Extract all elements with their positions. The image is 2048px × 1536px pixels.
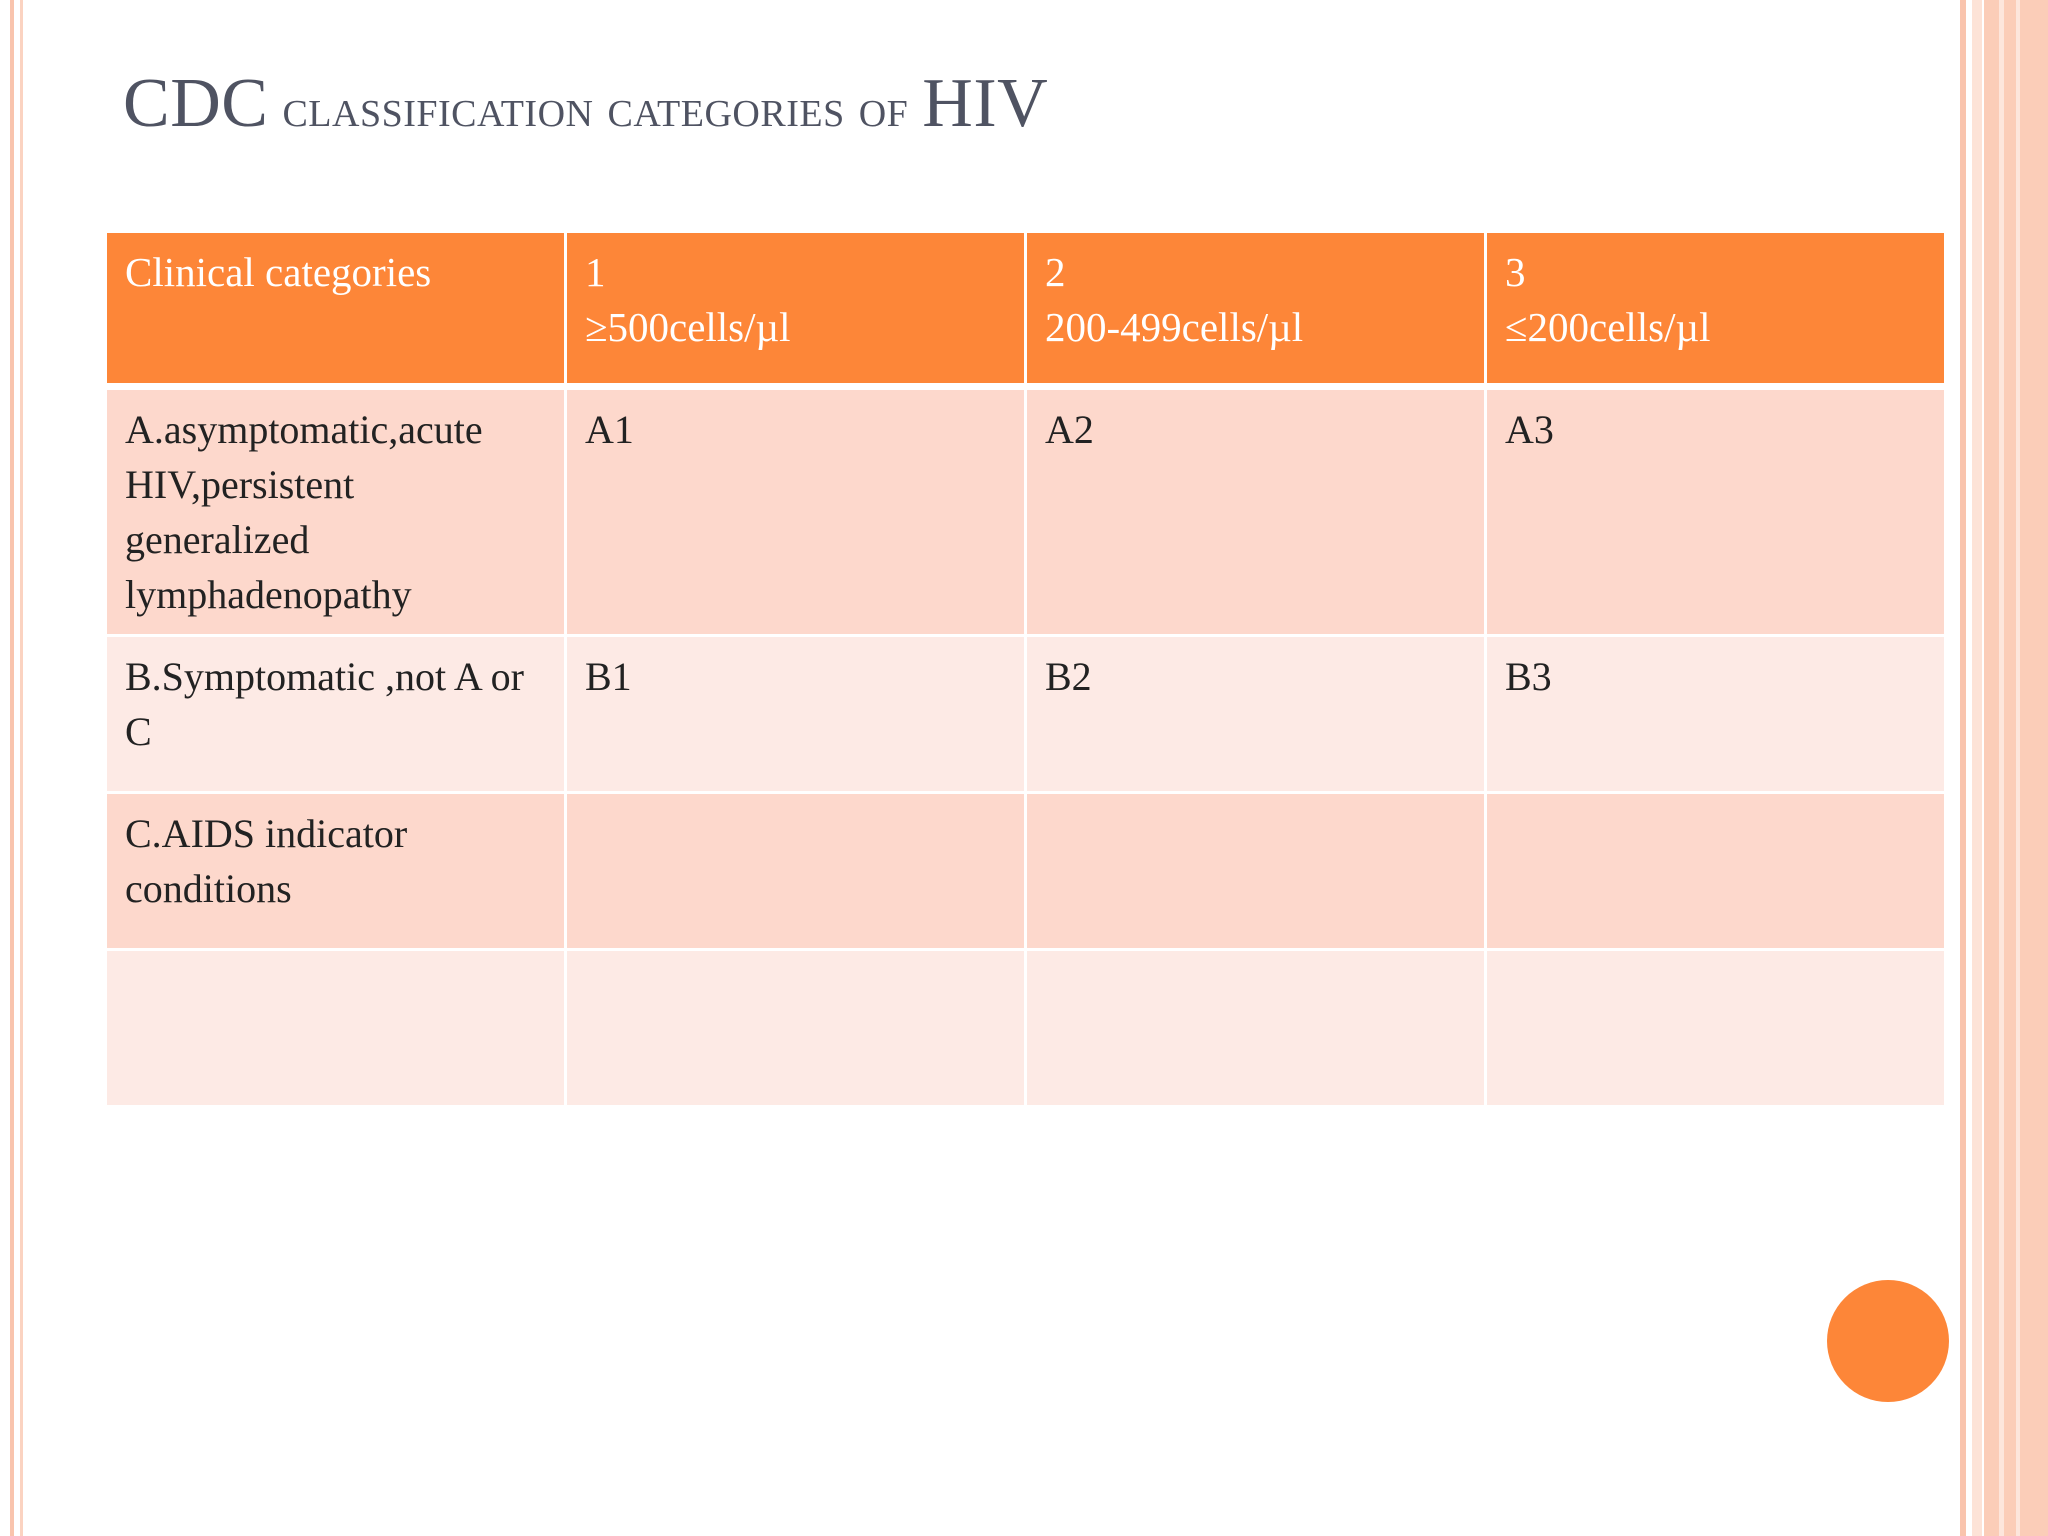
header-line: 1 xyxy=(585,249,606,295)
table-cell: B3 xyxy=(1484,634,1947,794)
classification-table: Clinical categories 1 ≥500cells/µl 2 200… xyxy=(104,230,1947,1108)
table-cell xyxy=(564,948,1027,1108)
table-cell xyxy=(1024,791,1487,951)
right-border-stripe xyxy=(1960,0,1966,1536)
table-cell: B2 xyxy=(1024,634,1487,794)
title-part-hiv: HIV xyxy=(922,65,1049,142)
table-cell: B.Symptomatic ,not A or C xyxy=(104,634,567,794)
table-cell xyxy=(1484,791,1947,951)
table-cell xyxy=(1484,948,1947,1108)
header-category-1: 1 ≥500cells/µl xyxy=(564,230,1027,388)
right-border-line xyxy=(1999,0,2004,1536)
header-line: ≥500cells/µl xyxy=(585,304,791,350)
left-border-stripe xyxy=(10,0,14,1536)
table-row: C.AIDS indicator conditions xyxy=(104,791,1947,951)
header-line: 3 xyxy=(1505,249,1526,295)
header-clinical-categories: Clinical categories xyxy=(104,230,567,388)
header-line: ≤200cells/µl xyxy=(1505,304,1711,350)
table-cell: A1 xyxy=(564,385,1027,637)
header-line: Clinical categories xyxy=(125,249,432,295)
title-part-middle: classification categories of xyxy=(268,78,923,138)
right-border-gap xyxy=(1972,0,1982,1536)
table-row xyxy=(104,948,1947,1108)
right-border-line xyxy=(2016,0,2020,1536)
left-border-stripe-inner xyxy=(20,0,23,1536)
table-header-row: Clinical categories 1 ≥500cells/µl 2 200… xyxy=(104,230,1947,388)
table-row: B.Symptomatic ,not A or C B1 B2 B3 xyxy=(104,634,1947,794)
table-cell xyxy=(1024,948,1487,1108)
table-cell xyxy=(564,791,1027,951)
table-cell: B1 xyxy=(564,634,1027,794)
table-cell: A.asymptomatic,acute HIV,persistent gene… xyxy=(104,385,567,637)
table-cell: A3 xyxy=(1484,385,1947,637)
header-category-2: 2 200-499cells/µl xyxy=(1024,230,1487,388)
table-cell xyxy=(104,948,567,1108)
header-line: 200-499cells/µl xyxy=(1045,304,1304,350)
table-row: A.asymptomatic,acute HIV,persistent gene… xyxy=(104,385,1947,637)
title-part-cdc: CDC xyxy=(123,65,269,142)
header-line: 2 xyxy=(1045,249,1066,295)
orange-circle-decoration xyxy=(1827,1280,1949,1402)
table-cell: C.AIDS indicator conditions xyxy=(104,791,567,951)
header-category-3: 3 ≤200cells/µl xyxy=(1484,230,1947,388)
table-cell: A2 xyxy=(1024,385,1487,637)
slide-title: CDC classification categories of HIV xyxy=(123,64,1048,144)
